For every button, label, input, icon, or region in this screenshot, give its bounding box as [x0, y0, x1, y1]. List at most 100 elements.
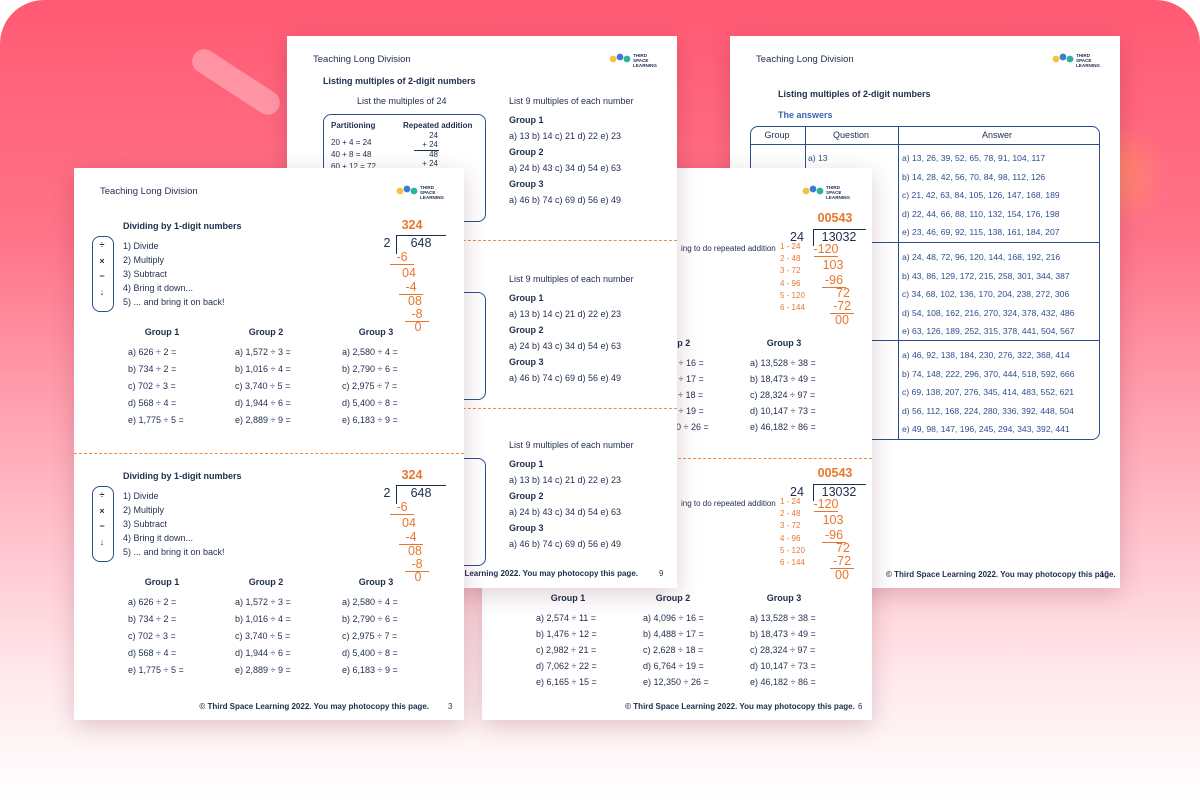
working-step: 103 [822, 258, 844, 272]
question: b) 734 ÷ 2 = [128, 364, 177, 374]
question: d) 1,944 ÷ 6 = [235, 398, 291, 408]
question: a) 4,096 ÷ 16 = [643, 613, 704, 623]
answer: b) 74, 148, 222, 296, 370, 444, 518, 592… [902, 368, 1075, 379]
multiple: 5 - 120 [780, 290, 805, 300]
working-underline [390, 264, 414, 266]
question: a) 1,572 ÷ 3 = [235, 347, 291, 357]
quotient: 00543 [817, 466, 853, 480]
question: c) 3,740 ÷ 5 = [235, 381, 291, 391]
question: d) 5,400 ÷ 8 = [342, 398, 398, 408]
column-header: Answer [981, 130, 1013, 140]
division-bracket [396, 235, 398, 254]
answer: c) 21, 42, 63, 84, 105, 126, 147, 168, 1… [902, 190, 1060, 200]
working-step: -4 [405, 280, 417, 294]
working-step: -6 [396, 250, 408, 264]
question: a) 13 [808, 153, 828, 163]
method-heading: Repeated addition [403, 121, 473, 130]
question: e) 1,775 ÷ 5 = [128, 415, 184, 425]
text: Teaching Long Division [313, 54, 411, 65]
section-heading: Dividing by 1-digit numbers [123, 221, 242, 231]
question: a) 626 ÷ 2 = [128, 597, 177, 607]
group-items: a) 13 b) 14 c) 21 d) 22 e) 23 [509, 131, 622, 141]
divisor: 2 [383, 236, 391, 250]
question: d) 1,944 ÷ 6 = [235, 648, 291, 658]
logo-dot [809, 185, 817, 193]
divisor: 2 [383, 486, 391, 500]
working-step: 00 [835, 313, 849, 327]
method-line: 40 + 8 = 48 [331, 150, 372, 159]
question: d) 568 ÷ 4 = [128, 648, 177, 658]
question: b) 1,016 ÷ 4 = [235, 364, 291, 374]
question: c) 702 ÷ 3 = [128, 381, 176, 391]
question: e) 6,183 ÷ 9 = [342, 665, 398, 675]
question: d) 5,400 ÷ 8 = [342, 648, 398, 658]
group-heading: Group 3 [358, 327, 394, 337]
method-line: + 24 [422, 140, 438, 150]
logo-dot [1052, 55, 1060, 63]
logo-dot [410, 187, 418, 195]
question: a) 626 ÷ 2 = [128, 347, 177, 357]
group-items: a) 46 b) 74 c) 69 d) 56 e) 49 [509, 195, 622, 205]
question: c) 2,975 ÷ 7 = [342, 381, 398, 391]
question: d) 6,764 ÷ 19 = [643, 661, 704, 671]
text: Listing multiples of 2-digit numbers [778, 89, 931, 99]
question: d) 568 ÷ 4 = [128, 398, 177, 408]
division-bracket [396, 485, 398, 504]
logo-dot [816, 187, 824, 195]
answer: d) 22, 44, 66, 88, 110, 132, 154, 176, 1… [902, 208, 1060, 219]
working-step: 08 [408, 544, 422, 558]
working-step: 08 [408, 294, 422, 308]
caption: ing to do repeated addition [681, 244, 776, 253]
step: 5) ... and bring it on back! [123, 547, 225, 557]
table-rule [750, 242, 1099, 244]
operation-icon: ↓ [99, 287, 105, 298]
operation-icon: − [99, 521, 105, 532]
logo-mark [1052, 53, 1074, 63]
question: a) 13,528 ÷ 38 = [750, 613, 816, 623]
step: 4) Bring it down... [123, 283, 194, 293]
footer: © Third Space Learning 2022. You may pho… [886, 570, 1116, 579]
page-number: 9 [659, 569, 664, 578]
step: 1) Divide [123, 491, 159, 501]
working-underline [830, 313, 854, 315]
answer: a) 24, 48, 72, 96, 120, 144, 168, 192, 2… [902, 252, 1061, 262]
working-step: -72 [832, 554, 852, 568]
step: 4) Bring it down... [123, 533, 194, 543]
method-heading: Partitioning [331, 121, 376, 130]
sum-rule [414, 150, 439, 151]
logo-dot [1059, 53, 1067, 61]
method-line: 60 + 12 = 72 [331, 162, 376, 171]
column-header: Group [764, 130, 790, 140]
group-heading: Group 2 [509, 491, 544, 501]
caption: ing to do repeated addition [681, 499, 776, 508]
group-heading: Group 3 [766, 338, 802, 348]
multiple: 1 - 24 [780, 242, 801, 251]
working-underline [822, 542, 846, 544]
section-divider [287, 408, 677, 409]
worksheet-page: Teaching Long Division THIRD SPACE LEARNI… [74, 168, 464, 720]
division-bracket [813, 229, 866, 231]
operation-icon: ↓ [99, 537, 105, 548]
question: e) 2,889 ÷ 9 = [235, 665, 291, 675]
question: b) 2,790 ÷ 6 = [342, 614, 398, 624]
group-heading: Group 3 [358, 577, 394, 587]
quotient: 324 [401, 468, 423, 482]
logo-mark [802, 185, 824, 195]
working-step: -120 [813, 242, 839, 256]
working-underline [814, 256, 838, 258]
footer: © Third Space Learning 2022. You may pho… [625, 702, 855, 711]
working-underline [405, 321, 429, 323]
group-items: a) 13 b) 14 c) 21 d) 22 e) 23 [509, 309, 622, 319]
group-heading: Group 2 [248, 327, 284, 337]
column-header: Question [832, 130, 870, 140]
group-items: a) 13 b) 14 c) 21 d) 22 e) 23 [509, 475, 622, 485]
division-bracket [813, 229, 815, 246]
section-heading: List 9 multiples of each number [509, 274, 634, 284]
question: d) 7,062 ÷ 22 = [536, 661, 597, 671]
question: a) 2,574 ÷ 11 = [536, 613, 597, 623]
step: 2) Multiply [123, 255, 165, 265]
subtitle: List the multiples of 24 [357, 96, 447, 106]
answer: e) 49, 98, 147, 196, 245, 294, 343, 392,… [902, 424, 1070, 434]
answer: d) 54, 108, 162, 216, 270, 324, 378, 432… [902, 307, 1075, 318]
